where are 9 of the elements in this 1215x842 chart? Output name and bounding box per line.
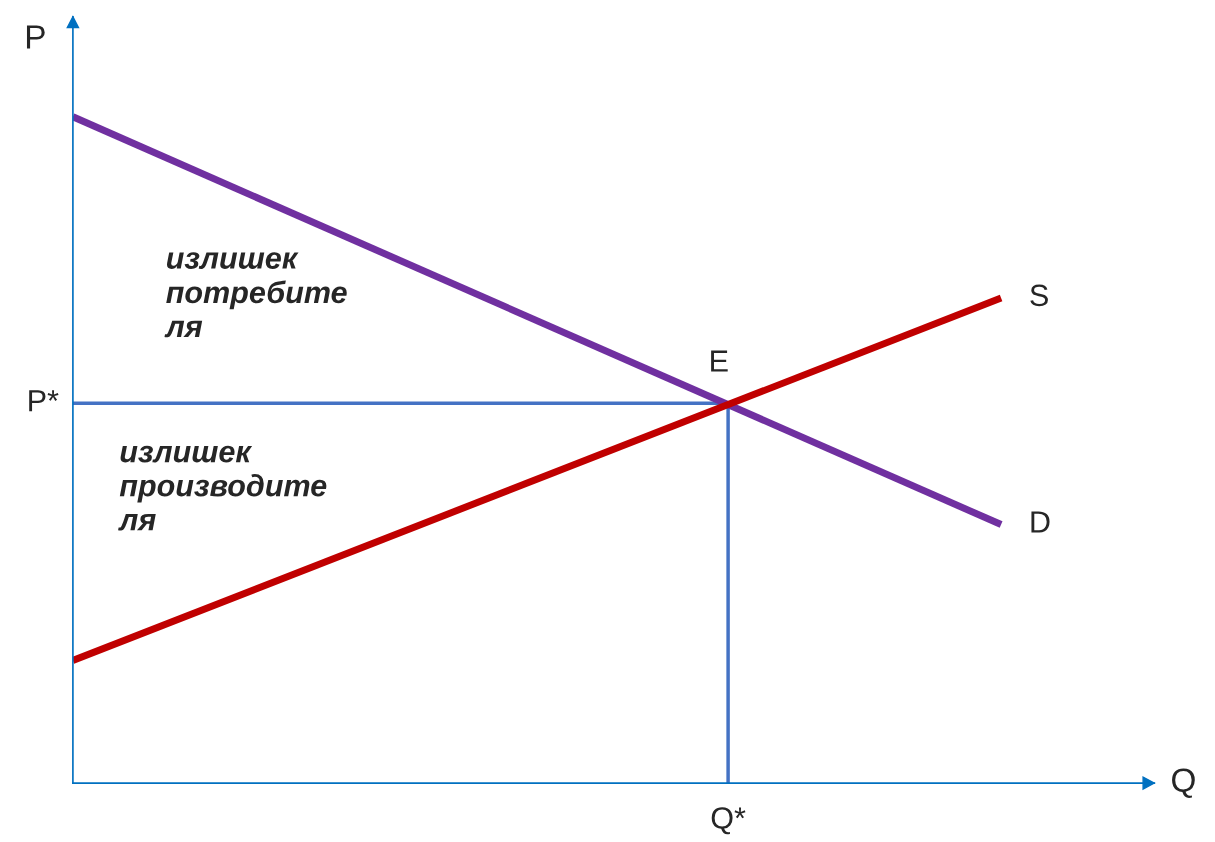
text: Q*	[711, 807, 746, 835]
annotation: излишек производите ля	[118, 445, 327, 531]
x-axis-title: Q	[1172, 768, 1195, 798]
annotation: излишек потребите ля	[164, 252, 347, 338]
y-axis-title: P	[26, 25, 45, 49]
annotation: E	[711, 350, 728, 372]
ref-line-label: P*	[29, 390, 59, 412]
series-label: S	[1030, 284, 1048, 307]
series-label: D	[1031, 511, 1050, 533]
